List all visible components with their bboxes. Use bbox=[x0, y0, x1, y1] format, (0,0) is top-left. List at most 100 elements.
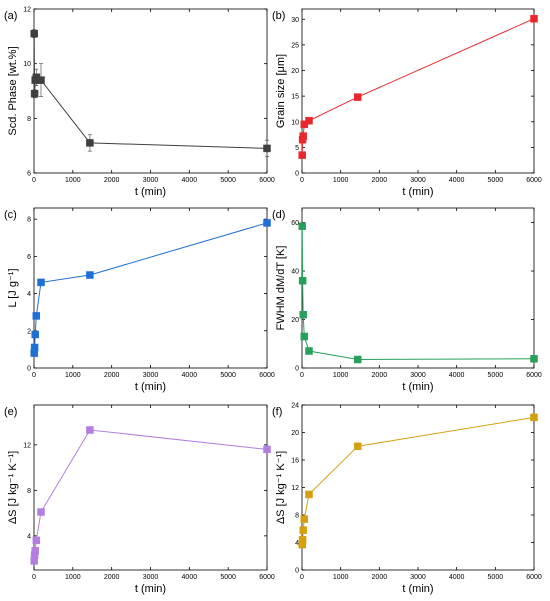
data-point bbox=[30, 89, 39, 98]
data-point bbox=[86, 271, 94, 279]
panel-label: (d) bbox=[272, 209, 285, 221]
x-axis-label: t (min) bbox=[402, 186, 433, 198]
data-point bbox=[37, 76, 45, 84]
x-tick-label: 5000 bbox=[220, 177, 236, 184]
y-tick-label: 10 bbox=[291, 119, 299, 126]
plot-frame bbox=[33, 404, 268, 571]
x-tick-label: 6000 bbox=[259, 177, 275, 184]
y-tick-label: 8 bbox=[27, 217, 31, 224]
x-tick-label: 2000 bbox=[372, 177, 388, 184]
series-line bbox=[33, 222, 268, 354]
data-point bbox=[305, 347, 313, 355]
x-tick-label: 0 bbox=[300, 372, 304, 379]
x-tick-label: 1000 bbox=[65, 372, 81, 379]
x-axis-label: t (min) bbox=[135, 186, 166, 198]
y-tick-label: 10 bbox=[23, 61, 31, 68]
y-tick-label: 25 bbox=[291, 42, 299, 49]
plot-frame bbox=[301, 404, 535, 571]
data-point bbox=[530, 355, 538, 363]
plot-frame bbox=[33, 8, 268, 174]
series-line bbox=[301, 226, 535, 361]
y-tick-label: 0 bbox=[295, 366, 299, 373]
data-point bbox=[37, 508, 45, 516]
y-tick-label: 0 bbox=[295, 568, 299, 575]
y-tick-label: 0 bbox=[295, 171, 299, 178]
panel-label: (f) bbox=[272, 406, 282, 418]
x-tick-label: 1000 bbox=[65, 574, 81, 581]
y-tick-label: 20 bbox=[291, 68, 299, 75]
x-tick-label: 4000 bbox=[449, 574, 465, 581]
data-point bbox=[30, 343, 39, 352]
data-point bbox=[298, 151, 306, 159]
x-tick-label: 5000 bbox=[488, 372, 504, 379]
data-point bbox=[530, 14, 538, 23]
x-tick-label: 0 bbox=[32, 177, 36, 184]
chart-panel-2: 0 1000 2000 3000 4000 5000 6000 0 5 10 15 20 25 30 (b)… bbox=[272, 8, 542, 198]
data-point bbox=[31, 546, 39, 555]
data-point bbox=[305, 490, 313, 499]
y-axis-label: Scd. Phase [wt.%] bbox=[7, 46, 19, 135]
x-tick-label: 5000 bbox=[220, 372, 236, 379]
plot-frame bbox=[301, 8, 535, 174]
plot-frame bbox=[33, 207, 268, 369]
x-tick-label: 0 bbox=[32, 574, 36, 581]
x-tick-label: 3000 bbox=[143, 177, 159, 184]
y-tick-label: 24 bbox=[291, 403, 299, 410]
x-axis-label: t (min) bbox=[135, 583, 166, 595]
x-tick-label: 3000 bbox=[410, 372, 426, 379]
y-tick-label: 60 bbox=[291, 220, 299, 227]
y-tick-label: 20 bbox=[291, 430, 299, 437]
data-point bbox=[30, 29, 38, 38]
data-point bbox=[530, 413, 538, 422]
x-tick-label: 3000 bbox=[143, 574, 159, 581]
data-point bbox=[298, 222, 306, 230]
data-point bbox=[353, 93, 362, 101]
x-tick-label: 4000 bbox=[182, 177, 198, 184]
y-tick-label: 4 bbox=[27, 533, 31, 540]
x-tick-label: 5000 bbox=[488, 574, 504, 581]
data-point bbox=[353, 355, 362, 364]
data-point bbox=[300, 332, 309, 341]
data-point bbox=[298, 276, 307, 285]
data-point bbox=[32, 536, 41, 545]
y-tick-label: 6 bbox=[27, 254, 31, 261]
data-point bbox=[86, 139, 94, 147]
x-tick-label: 4000 bbox=[449, 372, 465, 379]
plot-frame bbox=[301, 207, 535, 369]
x-axis-label: t (min) bbox=[135, 381, 166, 393]
x-tick-label: 1000 bbox=[333, 574, 349, 581]
data-point bbox=[31, 330, 39, 339]
data-point bbox=[353, 442, 362, 451]
x-tick-label: 4000 bbox=[182, 372, 198, 379]
data-point bbox=[300, 515, 309, 523]
x-tick-label: 2000 bbox=[104, 372, 120, 379]
data-point bbox=[32, 312, 41, 320]
data-point bbox=[298, 536, 307, 544]
x-tick-label: 6000 bbox=[259, 372, 275, 379]
x-tick-label: 6000 bbox=[259, 574, 275, 581]
x-tick-label: 6000 bbox=[526, 177, 542, 184]
y-axis-label: FWHM dM/dT [K] bbox=[275, 246, 287, 331]
chart-panel-4: 0 1000 2000 3000 4000 5000 6000 0 20 40 60 (d) t (mi… bbox=[272, 207, 542, 393]
y-tick-label: 6 bbox=[27, 171, 31, 178]
x-tick-label: 1000 bbox=[333, 177, 349, 184]
x-axis-label: t (min) bbox=[402, 583, 433, 595]
y-tick-label: 15 bbox=[291, 94, 299, 101]
x-tick-label: 3000 bbox=[143, 372, 159, 379]
x-axis-label: t (min) bbox=[402, 381, 433, 393]
x-tick-label: 1000 bbox=[65, 177, 81, 184]
y-axis-label: L [J g⁻¹] bbox=[7, 268, 19, 307]
y-tick-label: 5 bbox=[295, 145, 299, 152]
y-axis-label: ΔS [J kg⁻¹ K⁻¹] bbox=[275, 451, 287, 524]
x-tick-label: 0 bbox=[32, 372, 36, 379]
y-axis-label: Grain size [μm] bbox=[275, 54, 287, 128]
y-tick-label: 8 bbox=[27, 116, 31, 123]
y-tick-label: 2 bbox=[27, 328, 31, 335]
x-tick-label: 0 bbox=[300, 177, 304, 184]
chart-panel-6: 0 1000 2000 3000 4000 5000 6000 0 4 8 12 16 20 24 (f) t… bbox=[272, 403, 542, 596]
chart-panel-5: 0 1000 2000 3000 4000 5000 6000 4 8 12 (e) t (min) Δ… bbox=[4, 404, 275, 595]
chart-panel-1: 0 1000 2000 3000 4000 5000 6000 6 8 10 12 (a) t (min… bbox=[4, 7, 275, 199]
y-tick-label: 8 bbox=[27, 488, 31, 495]
data-point bbox=[299, 132, 307, 140]
